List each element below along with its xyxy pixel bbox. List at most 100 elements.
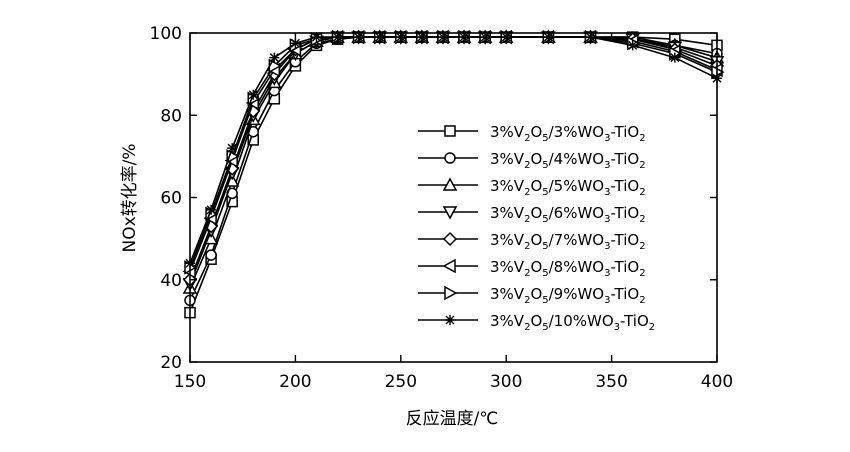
legend-label-part: O [530, 177, 542, 195]
legend-entry-8: 3%V2O5/10%WO3-TiO2 [418, 312, 655, 333]
x-tick-label: 200 [279, 372, 311, 392]
legend-label-part: 3%V [490, 258, 525, 276]
x-tick-label: 300 [490, 372, 522, 392]
y-tick-label: 20 [160, 353, 182, 373]
legend-label-part: 2 [524, 187, 530, 198]
legend-label: 3%V2O5/3%WO3-TiO2 [490, 123, 646, 144]
legend-label: 3%V2O5/7%WO3-TiO2 [490, 231, 646, 252]
y-tick-label: 80 [160, 106, 182, 126]
legend-entry-4: 3%V2O5/6%WO3-TiO2 [418, 204, 646, 225]
legend-label-part: /3%WO [549, 123, 605, 141]
data-point [227, 143, 238, 154]
legend-label: 3%V2O5/6%WO3-TiO2 [490, 204, 646, 225]
y-tick-label: 60 [160, 189, 182, 209]
legend-label-part: /7%WO [549, 231, 605, 249]
legend-label-part: O [530, 231, 542, 249]
data-point [480, 32, 491, 43]
legend-label: 3%V2O5/9%WO3-TiO2 [490, 285, 646, 306]
legend-label-part: -TiO [611, 258, 640, 276]
legend-label-part: 5 [542, 322, 548, 333]
legend-label-part: -TiO [611, 123, 640, 141]
series-8 [185, 32, 722, 269]
legend-label-part: 5 [542, 241, 548, 252]
legend-label-part: 2 [524, 295, 530, 306]
legend-label-part: 2 [524, 322, 530, 333]
legend-label-part: /6%WO [549, 204, 605, 222]
legend-label-part: O [530, 285, 542, 303]
legend-marker [442, 231, 458, 247]
data-point [206, 204, 217, 215]
legend-marker [442, 258, 456, 274]
legend-label-part: 5 [542, 214, 548, 225]
legend-entry-7: 3%V2O5/9%WO3-TiO2 [418, 285, 646, 306]
legend-label-part: 3%V [490, 123, 525, 141]
legend-entry-5: 3%V2O5/7%WO3-TiO2 [418, 231, 646, 252]
legend-label-part: 2 [639, 268, 645, 279]
legend-label-part: /8%WO [549, 258, 605, 276]
legend-label-part: 3%V [490, 150, 525, 168]
legend-label-part: /10%WO [549, 312, 614, 330]
legend-label-part: 3%V [490, 285, 525, 303]
legend: 3%V2O5/3%WO3-TiO23%V2O5/4%WO3-TiO23%V2O5… [418, 123, 655, 333]
data-point [669, 52, 680, 63]
data-point [627, 40, 638, 51]
legend-label-part: 5 [542, 133, 548, 144]
legend-label: 3%V2O5/4%WO3-TiO2 [490, 150, 646, 171]
legend-label-part: 5 [542, 295, 548, 306]
legend-label-part: -TiO [611, 204, 640, 222]
legend-label-part: 5 [542, 160, 548, 171]
legend-label-part: 2 [524, 268, 530, 279]
legend-label-part: 2 [639, 133, 645, 144]
legend-label-part: 2 [639, 160, 645, 171]
legend-label-part: 3%V [490, 177, 525, 195]
legend-label-part: 2 [649, 322, 655, 333]
legend-label-part: 3 [604, 214, 610, 225]
legend-label-part: -TiO [620, 312, 649, 330]
legend-label-part: 3 [604, 241, 610, 252]
legend-entry-1: 3%V2O5/3%WO3-TiO2 [418, 123, 646, 144]
data-point [248, 89, 259, 100]
legend-label-part: O [530, 150, 542, 168]
legend-marker [444, 285, 458, 301]
x-tick-label: 400 [701, 372, 733, 392]
data-point [269, 52, 280, 63]
legend-label-part: 2 [524, 214, 530, 225]
legend-label: 3%V2O5/10%WO3-TiO2 [490, 312, 655, 333]
legend-label-part: O [530, 204, 542, 222]
legend-label-part: 2 [524, 160, 530, 171]
legend-marker [445, 315, 455, 325]
legend-label-part: O [530, 312, 542, 330]
x-tick-label: 250 [385, 372, 417, 392]
legend-label-part: 3%V [490, 312, 525, 330]
y-axis-title: NOx转化率/% [120, 143, 140, 252]
legend-label-part: 3 [604, 295, 610, 306]
legend-label-part: 2 [639, 241, 645, 252]
legend-label-part: 5 [542, 187, 548, 198]
legend-marker [444, 125, 456, 137]
legend-label-part: 3 [604, 133, 610, 144]
legend-entry-3: 3%V2O5/5%WO3-TiO2 [418, 177, 646, 198]
legend-label-part: /9%WO [549, 285, 605, 303]
legend-entry-2: 3%V2O5/4%WO3-TiO2 [418, 150, 646, 171]
legend-label-part: 2 [639, 214, 645, 225]
legend-entry-6: 3%V2O5/8%WO3-TiO2 [418, 258, 646, 279]
y-tick-label: 40 [160, 271, 182, 291]
legend-label-part: 3 [604, 187, 610, 198]
legend-label-part: 2 [524, 133, 530, 144]
legend-label-part: O [530, 258, 542, 276]
legend-label-part: /4%WO [549, 150, 605, 168]
legend-marker [442, 206, 458, 220]
legend-label-part: 3 [614, 322, 620, 333]
legend-label-part: 3%V [490, 231, 525, 249]
legend-marker [442, 177, 458, 191]
legend-label: 3%V2O5/5%WO3-TiO2 [490, 177, 646, 198]
data-point [374, 32, 385, 43]
data-point [205, 249, 217, 261]
legend-label-part: -TiO [611, 285, 640, 303]
legend-label-part: 3 [604, 160, 610, 171]
legend-label-part: 3 [604, 268, 610, 279]
legend-label-part: O [530, 123, 542, 141]
legend-label: 3%V2O5/8%WO3-TiO2 [490, 258, 646, 279]
legend-label-part: -TiO [611, 177, 640, 195]
